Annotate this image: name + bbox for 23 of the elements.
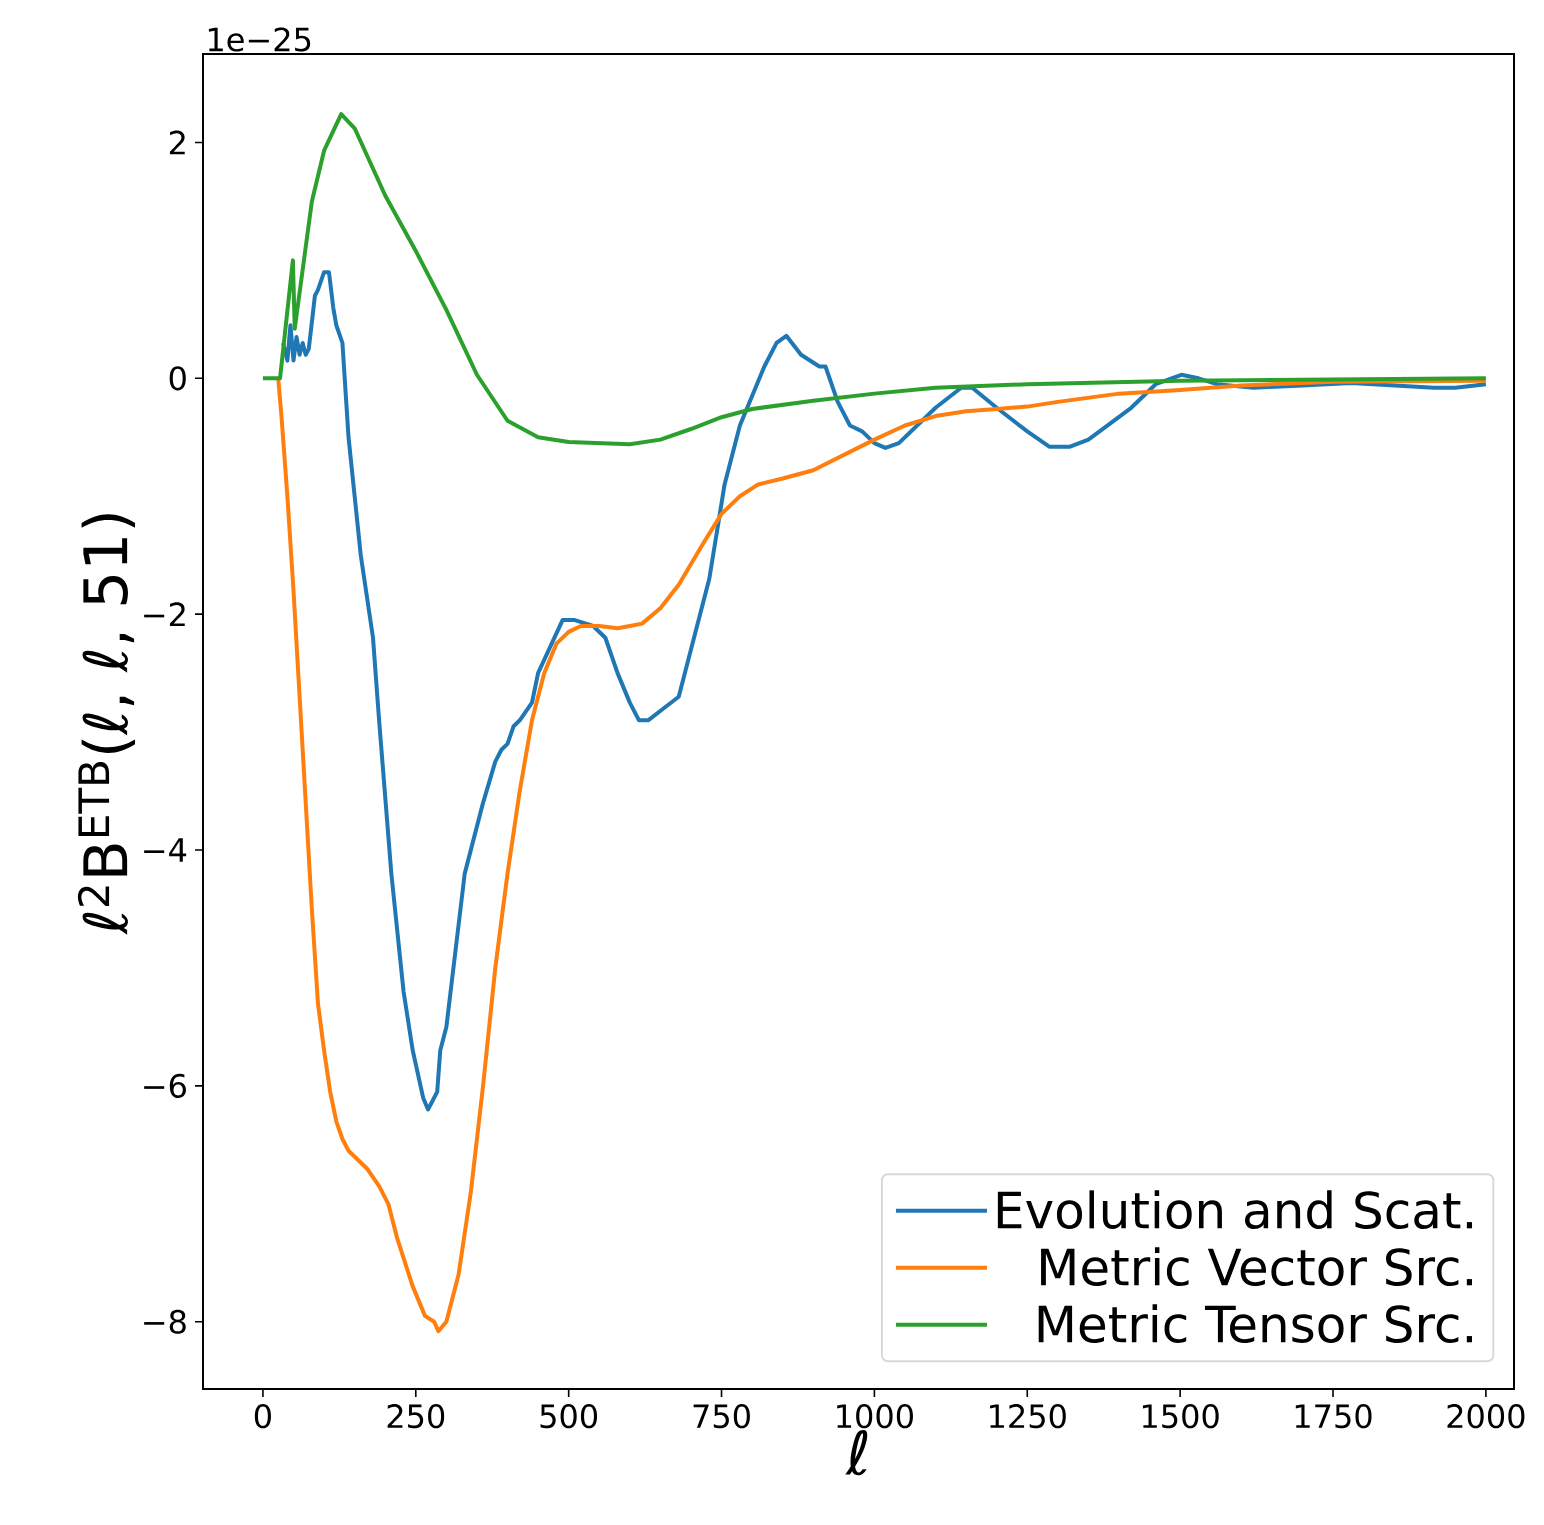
x-tick-label: 750 <box>693 1404 750 1429</box>
x-tick-label: 500 <box>540 1404 598 1429</box>
x-tick-label: 0 <box>254 1404 271 1429</box>
x-tick-label: 1250 <box>990 1404 1066 1429</box>
x-axis-title: ℓ <box>845 1429 868 1476</box>
y-tick-label: −6 <box>144 1073 186 1098</box>
legend-label: Metric Tensor Src. <box>1038 1304 1472 1343</box>
x-tick-label: 1000 <box>837 1404 913 1429</box>
line-series <box>281 270 1488 1112</box>
text: 1e−25 <box>208 27 311 52</box>
x-tick-label: 250 <box>387 1404 445 1429</box>
y-tick-label: −4 <box>144 838 187 862</box>
y-tick-label: −8 <box>144 1309 186 1334</box>
line-series <box>260 112 1488 447</box>
x-tick-label: 1500 <box>1142 1404 1219 1429</box>
y-tick-label: 2 <box>169 130 185 155</box>
y-tick-label: −2 <box>144 602 185 627</box>
y-axis-title: ℓ$^{2}$B$^{ETB}$(ℓ, ℓ, 51) <box>77 514 136 935</box>
y-tick-label: 0 <box>169 366 186 391</box>
legend-label: Metric Vector Src. <box>1041 1247 1472 1287</box>
x-tick-label: 1750 <box>1295 1404 1372 1429</box>
x-tick-label: 2000 <box>1447 1404 1525 1429</box>
legend-label: Evolution and Scat. <box>997 1190 1473 1230</box>
